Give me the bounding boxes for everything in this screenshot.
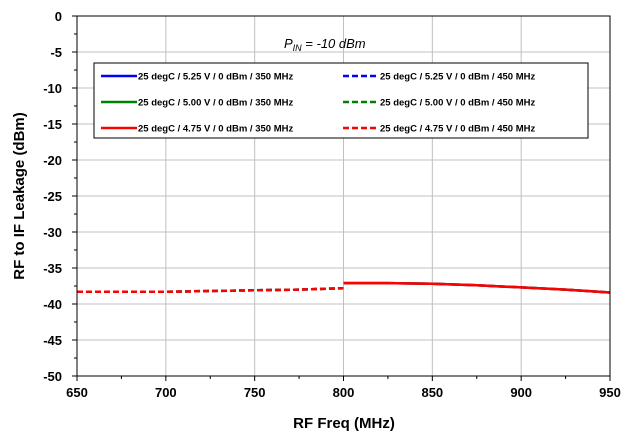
x-tick-labels: 650 700 750 800 850 900 950 <box>66 385 621 400</box>
x-tick-label: 850 <box>421 385 443 400</box>
x-tick-label: 750 <box>244 385 266 400</box>
legend-label: 25 degC / 5.00 V / 0 dBm / 350 MHz <box>138 98 293 109</box>
y-axis-title: RF to IF Leakage (dBm) <box>11 112 28 280</box>
series-layer <box>77 281 611 294</box>
annotation: PIN = -10 dBm <box>284 36 366 53</box>
annotation-main: P <box>284 36 293 51</box>
legend-label: 25 degC / 5.00 V / 0 dBm / 450 MHz <box>380 98 535 109</box>
y-tick-label: -10 <box>43 81 62 96</box>
x-tick-label: 900 <box>510 385 532 400</box>
y-tick-label: -35 <box>43 261 62 276</box>
legend: 25 degC / 5.25 V / 0 dBm / 350 MHz 25 deg… <box>93 62 589 139</box>
series-line <box>343 281 611 294</box>
y-tick-label: -25 <box>43 189 62 204</box>
annotation-sub: IN <box>293 43 303 53</box>
legend-label: 25 degC / 4.75 V / 0 dBm / 450 MHz <box>380 124 535 135</box>
axis-ticks <box>72 15 611 381</box>
y-tick-label: -45 <box>43 333 62 348</box>
annotation-rest: = -10 dBm <box>302 36 366 51</box>
y-tick-label: -5 <box>50 45 62 60</box>
y-tick-label: -40 <box>43 297 62 312</box>
y-tick-label: 0 <box>55 9 62 24</box>
y-tick-label: -30 <box>43 225 62 240</box>
x-axis-title: RF Freq (MHz) <box>293 415 395 432</box>
x-tick-label: 950 <box>599 385 621 400</box>
y-tick-label: -15 <box>43 117 62 132</box>
legend-label: 25 degC / 4.75 V / 0 dBm / 350 MHz <box>138 124 293 135</box>
legend-label: 25 degC / 5.25 V / 0 dBm / 450 MHz <box>380 72 535 83</box>
x-tick-label: 650 <box>66 385 88 400</box>
x-tick-label: 700 <box>155 385 177 400</box>
y-tick-label: -50 <box>43 369 62 384</box>
legend-box <box>93 62 589 139</box>
x-tick-label: 800 <box>333 385 355 400</box>
y-tick-label: -20 <box>43 153 62 168</box>
legend-label: 25 degC / 5.25 V / 0 dBm / 350 MHz <box>138 72 293 83</box>
y-tick-labels: 0 -5 -10 -15 -20 -25 -30 -35 -40 -45 -50 <box>43 9 62 384</box>
